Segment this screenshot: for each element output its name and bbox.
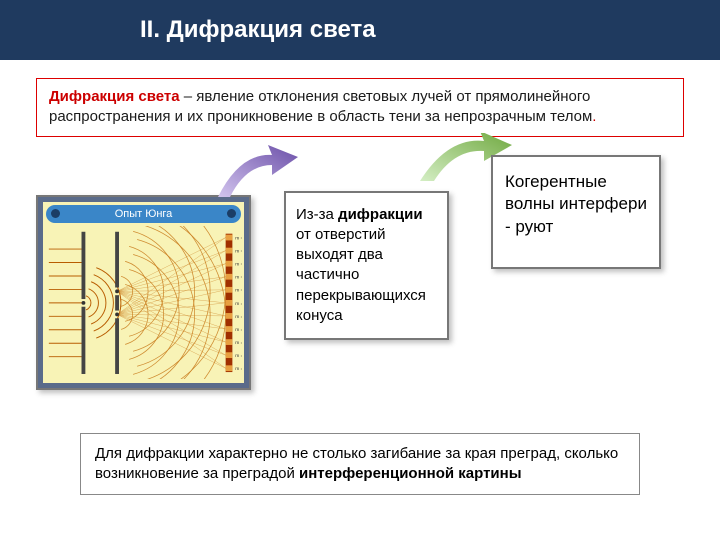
header: II. Дифракция света bbox=[0, 0, 720, 60]
svg-text:m = -3: m = -3 bbox=[235, 340, 242, 346]
svg-text:m = 0: m = 0 bbox=[235, 300, 242, 306]
mid-text-bold: дифракции bbox=[338, 206, 423, 223]
svg-text:m = -1: m = -1 bbox=[235, 313, 242, 319]
experiment-inner: Опыт Юнга m = 5 m = 4 m = 3 m = 2 m = 1 m = 0… bbox=[43, 202, 244, 383]
svg-text:m = 5: m = 5 bbox=[235, 235, 242, 241]
definition-term: Дифракция света bbox=[49, 88, 180, 105]
yung-label: Опыт Юнга bbox=[46, 205, 241, 223]
definition-dot: . bbox=[592, 108, 596, 125]
experiment-panel: Опыт Юнга m = 5 m = 4 m = 3 m = 2 m = 1 m = 0… bbox=[36, 195, 251, 390]
svg-text:m = -2: m = -2 bbox=[235, 326, 242, 332]
mid-box: Из-за дифракции от отверстий выходят два… bbox=[284, 191, 449, 341]
definition-box: Дифракция света – явление отклонения све… bbox=[36, 78, 684, 137]
bottom-text-bold: интерференционной картины bbox=[299, 465, 522, 482]
page-title: II. Дифракция света bbox=[140, 16, 376, 44]
svg-text:m = 3: m = 3 bbox=[235, 261, 242, 267]
svg-text:m = -5: m = -5 bbox=[235, 366, 242, 372]
right-box: Когерентные волны интерфери - руют bbox=[491, 155, 661, 270]
mid-text-pre: Из-за bbox=[296, 206, 338, 223]
svg-text:m = 2: m = 2 bbox=[235, 274, 242, 280]
svg-text:m = -4: m = -4 bbox=[235, 353, 242, 359]
young-diagram: m = 5 m = 4 m = 3 m = 2 m = 1 m = 0 m = -1 m = … bbox=[45, 226, 242, 380]
bottom-box: Для дифракции характерно не столько заги… bbox=[80, 433, 640, 496]
right-text: Когерентные волны интерфери - руют bbox=[505, 172, 647, 237]
svg-text:m = 1: m = 1 bbox=[235, 287, 242, 293]
svg-text:m = 4: m = 4 bbox=[235, 248, 242, 254]
mid-text-post: от отверстий выходят два частично перекр… bbox=[296, 226, 426, 324]
middle-row: Опыт Юнга m = 5 m = 4 m = 3 m = 2 m = 1 m = 0… bbox=[36, 163, 684, 433]
